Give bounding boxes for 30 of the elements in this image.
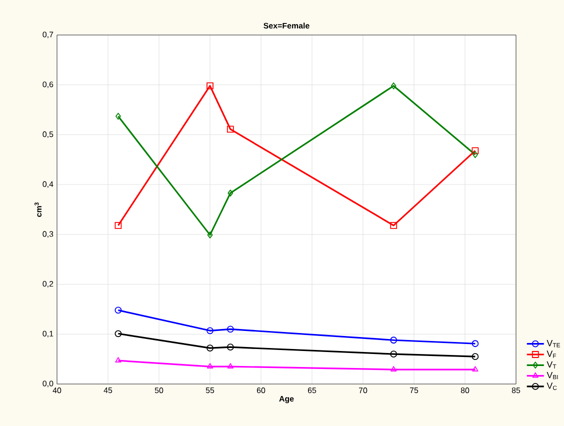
point xyxy=(472,340,479,348)
point xyxy=(390,366,397,372)
point xyxy=(116,112,121,120)
point xyxy=(226,326,234,333)
point xyxy=(114,222,122,229)
point xyxy=(226,344,234,351)
point xyxy=(390,82,396,90)
point xyxy=(472,147,479,154)
point xyxy=(472,353,479,360)
point xyxy=(114,306,122,314)
legend-label: V$_{TE}$ xyxy=(546,340,560,348)
point xyxy=(115,357,122,363)
point xyxy=(206,82,214,90)
point xyxy=(390,350,398,358)
point xyxy=(206,327,214,334)
point xyxy=(226,126,234,133)
legend-label: V$_{F}$ xyxy=(546,350,556,358)
legend-label: V$_{T}$ xyxy=(546,361,556,369)
point xyxy=(228,190,234,196)
legend-label: V$_{BI}$ xyxy=(546,372,558,380)
point xyxy=(206,344,214,352)
point xyxy=(472,151,478,158)
point xyxy=(114,330,122,338)
point xyxy=(472,366,478,372)
point xyxy=(227,363,234,368)
point xyxy=(206,363,214,368)
point xyxy=(390,336,398,344)
legend-label: V$_{C}$ xyxy=(546,382,557,390)
point xyxy=(207,231,213,238)
point xyxy=(390,222,398,229)
